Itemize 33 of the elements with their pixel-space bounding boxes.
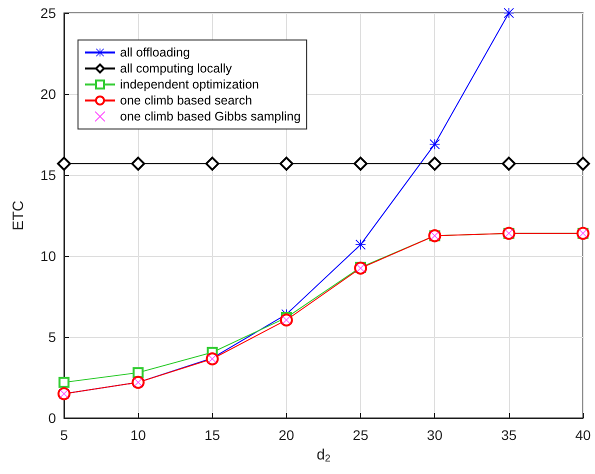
y-tick-label: 15 bbox=[40, 167, 56, 183]
point bbox=[57, 156, 71, 171]
y-tick-label: 20 bbox=[40, 86, 56, 102]
point bbox=[354, 156, 368, 171]
legend-label: all offloading bbox=[120, 46, 190, 60]
x-tick-label: 15 bbox=[204, 427, 220, 443]
point bbox=[132, 367, 144, 378]
x-tick-label: 35 bbox=[501, 427, 517, 443]
x-tick-label: 5 bbox=[60, 427, 68, 443]
legend-label: independent optimization bbox=[120, 78, 260, 92]
point bbox=[205, 156, 220, 171]
point bbox=[58, 376, 70, 388]
point bbox=[502, 156, 516, 171]
y-tick-label: 10 bbox=[40, 248, 56, 264]
x-tick-label: 30 bbox=[426, 427, 443, 443]
y-tick-label: 25 bbox=[40, 5, 56, 21]
y-tick-label: 0 bbox=[48, 410, 56, 426]
x-tick-label: 25 bbox=[352, 427, 369, 443]
point bbox=[430, 139, 440, 150]
point bbox=[279, 156, 294, 171]
legend-label: one climb based Gibbs sampling bbox=[120, 110, 301, 124]
x-tick-label: 10 bbox=[130, 427, 146, 443]
point bbox=[504, 8, 514, 18]
x-tick-label: 40 bbox=[575, 427, 591, 443]
y-axis-title: ETC bbox=[10, 200, 27, 230]
legend-label: one climb based search bbox=[120, 94, 252, 108]
point bbox=[131, 156, 146, 171]
point bbox=[576, 156, 590, 171]
point bbox=[356, 240, 366, 250]
point bbox=[428, 156, 442, 171]
x-tick-label: 20 bbox=[278, 427, 294, 443]
legend-label: all computing locally bbox=[120, 62, 233, 76]
y-tick-label: 5 bbox=[48, 329, 56, 345]
